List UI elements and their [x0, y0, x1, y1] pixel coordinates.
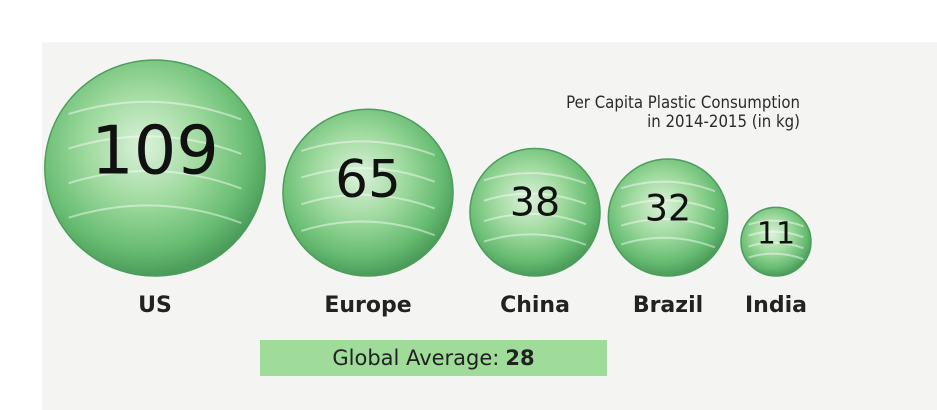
bubble-texture	[748, 219, 804, 228]
global-average-value: 28	[505, 346, 535, 370]
bubble-europe: 65 Europe	[282, 108, 454, 318]
value-label: 109	[91, 111, 219, 189]
bubble-china: 38 China	[469, 147, 601, 318]
bubble-brazil: 32 Brazil	[607, 158, 729, 318]
bubble-texture	[748, 241, 804, 250]
bubble-texture	[68, 169, 242, 190]
bubble-texture	[620, 218, 716, 230]
bubble-texture	[68, 100, 242, 121]
value-label: 65	[335, 150, 401, 210]
bubble-texture	[300, 193, 436, 210]
category-label: India	[745, 293, 807, 318]
bubble-texture	[620, 236, 716, 249]
chart-subtitle: in 2014-2015 (in kg)	[647, 112, 800, 132]
bubble-texture	[483, 192, 587, 205]
value-label: 11	[757, 216, 795, 251]
bubble-texture	[483, 212, 587, 226]
bubble-texture	[68, 204, 242, 225]
bubble-us: 109 US	[44, 59, 266, 318]
bubble-texture	[620, 180, 716, 193]
value-label: 32	[645, 186, 691, 229]
category-label: China	[500, 293, 570, 318]
bubble-texture	[620, 199, 716, 211]
bubble-texture	[300, 140, 436, 157]
bubble-texture	[483, 233, 587, 246]
category-label: Europe	[324, 293, 411, 318]
bubble-texture	[748, 230, 804, 239]
bubble-mark	[607, 158, 729, 277]
bubble-mark	[469, 147, 601, 277]
bubble-mark	[282, 108, 454, 277]
category-label: Brazil	[633, 293, 703, 318]
value-label: 38	[510, 179, 560, 225]
bubble-texture	[68, 135, 242, 155]
bubble-texture	[300, 167, 436, 183]
bubble-texture	[748, 252, 804, 261]
global-average-label: Global Average:	[332, 346, 500, 370]
bubble-texture	[300, 220, 436, 237]
chart-title: Per Capita Plastic Consumption in 2014-2…	[510, 94, 800, 132]
bubble-mark	[44, 59, 266, 277]
bubble-mark	[740, 206, 812, 277]
category-label: US	[138, 293, 172, 318]
bubble-india: 11 India	[740, 206, 812, 318]
bubble-texture	[483, 172, 587, 185]
chart-title-line1: Per Capita Plastic Consumption	[566, 93, 800, 113]
global-average-bar: Global Average: 28	[260, 340, 607, 376]
